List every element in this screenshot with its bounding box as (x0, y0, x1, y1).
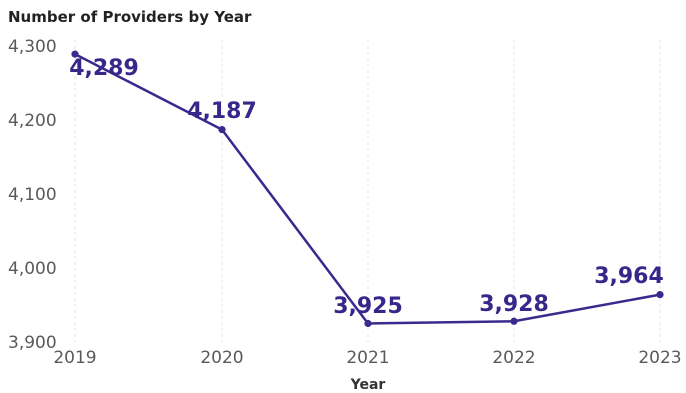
x-tick-label: 2020 (200, 348, 243, 368)
data-label-2020: 4,187 (187, 99, 257, 124)
grid (74, 40, 661, 342)
y-tick-label: 3,900 (8, 333, 57, 353)
chart-title: Number of Providers by Year (8, 8, 252, 26)
series (71, 50, 664, 328)
data-label-2019: 4,289 (69, 56, 139, 81)
y-tick-label: 4,100 (8, 185, 57, 205)
data-label-2021: 3,925 (333, 294, 403, 319)
data-labels: 4,289 4,187 3,925 3,928 3,964 (69, 56, 664, 319)
data-label-2022: 3,928 (479, 292, 549, 317)
data-point-2021 (364, 319, 372, 328)
data-point-2020 (218, 126, 226, 134)
y-tick-label: 4,300 (8, 37, 57, 57)
x-axis-title: Year (350, 377, 386, 393)
data-point-2019 (71, 50, 79, 58)
x-tick-label: 2021 (346, 348, 389, 368)
y-tick-label: 4,000 (8, 259, 57, 279)
x-tick-label: 2022 (492, 348, 535, 368)
x-tick-label: 2023 (638, 348, 681, 368)
y-tick-label: 4,200 (8, 111, 57, 131)
x-tick-label: 2019 (53, 348, 96, 368)
y-axis: 3,900 4,000 4,100 4,200 4,300 (8, 37, 57, 353)
data-point-2022 (510, 317, 518, 325)
data-point-2023 (656, 291, 664, 299)
x-axis: 2019 2020 2021 2022 2023 (53, 348, 681, 368)
data-label-2023: 3,964 (594, 264, 664, 289)
